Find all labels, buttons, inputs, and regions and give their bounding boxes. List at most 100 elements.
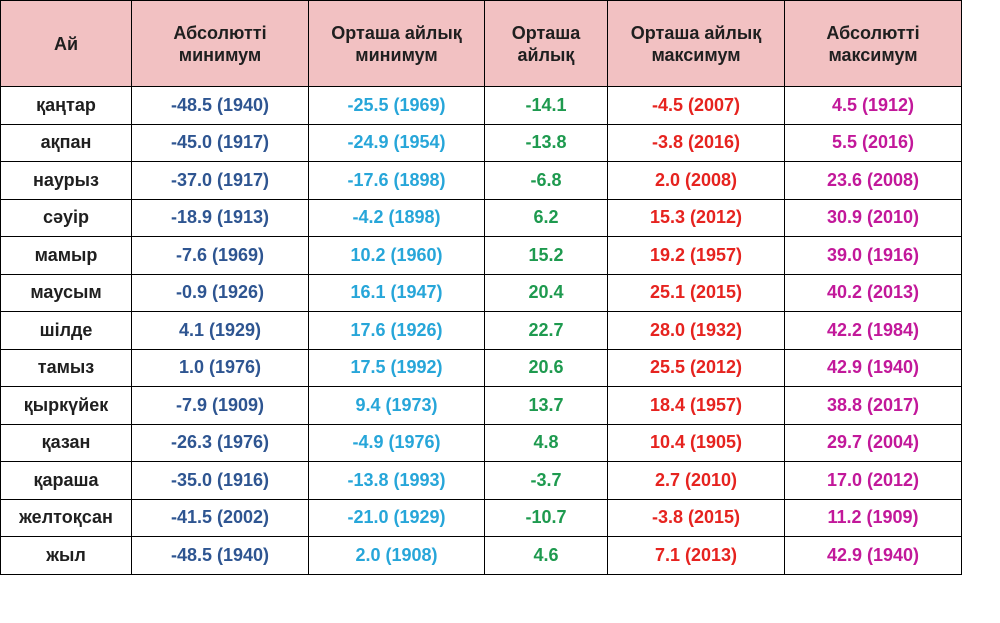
header-line-1: Орташа айлық [630, 22, 762, 43]
month-cell: қараша [0, 461, 132, 500]
absolute-minimum-cell: 4.1 (1929) [131, 311, 309, 350]
table-row: сәуір -18.9 (1913) -4.2 (1898) 6.2 15.3 … [0, 198, 962, 237]
absolute-minimum-cell: -48.5 (1940) [131, 86, 309, 125]
absolute-maximum-cell: 30.9 (2010) [784, 198, 962, 237]
average-cell: 13.7 [484, 386, 608, 425]
absolute-maximum-cell: 42.9 (1940) [784, 536, 962, 575]
header-row: Ай Абсолютті минимум Орташа айлық миниму… [0, 0, 962, 87]
table-row: қаңтар -48.5 (1940) -25.5 (1969) -14.1 -… [0, 86, 962, 125]
month-cell: қыркүйек [0, 386, 132, 425]
month-cell: ақпан [0, 123, 132, 162]
absolute-maximum-cell: 5.5 (2016) [784, 123, 962, 162]
table-row: шілде 4.1 (1929) 17.6 (1926) 22.7 28.0 (… [0, 311, 962, 350]
absolute-maximum-cell: 38.8 (2017) [784, 386, 962, 425]
month-cell: қаңтар [0, 86, 132, 125]
month-cell: шілде [0, 311, 132, 350]
month-cell: жыл [0, 536, 132, 575]
absolute-maximum-cell: 17.0 (2012) [784, 461, 962, 500]
header-line-2: минимум [355, 44, 438, 65]
table-row: ақпан -45.0 (1917) -24.9 (1954) -13.8 -3… [0, 123, 962, 162]
header-absolute-maximum: Абсолютті максимум [784, 0, 962, 87]
header-line-2: максимум [828, 44, 918, 65]
average-cell: 6.2 [484, 198, 608, 237]
header-month-label: Ай [53, 33, 79, 54]
absolute-maximum-cell: 4.5 (1912) [784, 86, 962, 125]
average-maximum-cell: 2.0 (2008) [607, 161, 785, 200]
header-line-2: айлық [517, 44, 575, 65]
average-minimum-cell: -17.6 (1898) [308, 161, 485, 200]
average-minimum-cell: -21.0 (1929) [308, 498, 485, 537]
month-cell: желтоқсан [0, 498, 132, 537]
header-line-2: минимум [178, 44, 262, 65]
average-cell: -6.8 [484, 161, 608, 200]
month-cell: тамыз [0, 348, 132, 387]
average-cell: -13.8 [484, 123, 608, 162]
table-row: қараша -35.0 (1916) -13.8 (1993) -3.7 2.… [0, 461, 962, 500]
header-line-1: Орташа айлық [331, 22, 462, 43]
header-month: Ай [0, 0, 132, 87]
average-maximum-cell: 15.3 (2012) [607, 198, 785, 237]
header-line-1: Орташа [511, 22, 581, 43]
average-maximum-cell: 25.5 (2012) [607, 348, 785, 387]
absolute-minimum-cell: -7.9 (1909) [131, 386, 309, 425]
header-average-monthly-minimum: Орташа айлық минимум [308, 0, 485, 87]
average-cell: 15.2 [484, 236, 608, 275]
average-maximum-cell: 25.1 (2015) [607, 273, 785, 312]
month-cell: қазан [0, 423, 132, 462]
average-minimum-cell: 10.2 (1960) [308, 236, 485, 275]
absolute-minimum-cell: 1.0 (1976) [131, 348, 309, 387]
absolute-minimum-cell: -26.3 (1976) [131, 423, 309, 462]
average-cell: 20.4 [484, 273, 608, 312]
average-maximum-cell: -3.8 (2016) [607, 123, 785, 162]
average-minimum-cell: -25.5 (1969) [308, 86, 485, 125]
absolute-maximum-cell: 42.2 (1984) [784, 311, 962, 350]
header-absolute-minimum: Абсолютті минимум [131, 0, 309, 87]
absolute-minimum-cell: -41.5 (2002) [131, 498, 309, 537]
absolute-minimum-cell: -48.5 (1940) [131, 536, 309, 575]
table-row: желтоқсан -41.5 (2002) -21.0 (1929) -10.… [0, 498, 962, 537]
average-cell: 20.6 [484, 348, 608, 387]
absolute-minimum-cell: -0.9 (1926) [131, 273, 309, 312]
absolute-maximum-cell: 29.7 (2004) [784, 423, 962, 462]
absolute-maximum-cell: 11.2 (1909) [784, 498, 962, 537]
climate-table: Ай Абсолютті минимум Орташа айлық миниму… [0, 0, 962, 575]
average-maximum-cell: 18.4 (1957) [607, 386, 785, 425]
average-maximum-cell: 10.4 (1905) [607, 423, 785, 462]
header-line-1: Абсолютті [173, 22, 267, 43]
absolute-maximum-cell: 40.2 (2013) [784, 273, 962, 312]
table-row: маусым -0.9 (1926) 16.1 (1947) 20.4 25.1… [0, 273, 962, 312]
absolute-minimum-cell: -37.0 (1917) [131, 161, 309, 200]
average-minimum-cell: 9.4 (1973) [308, 386, 485, 425]
month-cell: маусым [0, 273, 132, 312]
average-minimum-cell: 16.1 (1947) [308, 273, 485, 312]
header-line-1: Абсолютті [826, 22, 920, 43]
absolute-maximum-cell: 23.6 (2008) [784, 161, 962, 200]
month-cell: сәуір [0, 198, 132, 237]
average-maximum-cell: 28.0 (1932) [607, 311, 785, 350]
average-minimum-cell: 17.6 (1926) [308, 311, 485, 350]
average-cell: 22.7 [484, 311, 608, 350]
absolute-maximum-cell: 42.9 (1940) [784, 348, 962, 387]
average-minimum-cell: 2.0 (1908) [308, 536, 485, 575]
average-cell: 4.6 [484, 536, 608, 575]
average-minimum-cell: 17.5 (1992) [308, 348, 485, 387]
average-maximum-cell: 19.2 (1957) [607, 236, 785, 275]
average-minimum-cell: -24.9 (1954) [308, 123, 485, 162]
average-minimum-cell: -4.9 (1976) [308, 423, 485, 462]
table-row: наурыз -37.0 (1917) -17.6 (1898) -6.8 2.… [0, 161, 962, 200]
absolute-minimum-cell: -45.0 (1917) [131, 123, 309, 162]
average-maximum-cell: -4.5 (2007) [607, 86, 785, 125]
table-row: мамыр -7.6 (1969) 10.2 (1960) 15.2 19.2 … [0, 236, 962, 275]
month-cell: мамыр [0, 236, 132, 275]
absolute-minimum-cell: -35.0 (1916) [131, 461, 309, 500]
absolute-minimum-cell: -7.6 (1969) [131, 236, 309, 275]
table-row: тамыз 1.0 (1976) 17.5 (1992) 20.6 25.5 (… [0, 348, 962, 387]
average-cell: -10.7 [484, 498, 608, 537]
table-header: Ай Абсолютті минимум Орташа айлық миниму… [0, 0, 962, 87]
table-row: қыркүйек -7.9 (1909) 9.4 (1973) 13.7 18.… [0, 386, 962, 425]
header-average-monthly-maximum: Орташа айлық максимум [607, 0, 785, 87]
table-body: қаңтар -48.5 (1940) -25.5 (1969) -14.1 -… [0, 86, 962, 575]
header-line-2: максимум [651, 44, 741, 65]
average-cell: 4.8 [484, 423, 608, 462]
average-maximum-cell: 7.1 (2013) [607, 536, 785, 575]
